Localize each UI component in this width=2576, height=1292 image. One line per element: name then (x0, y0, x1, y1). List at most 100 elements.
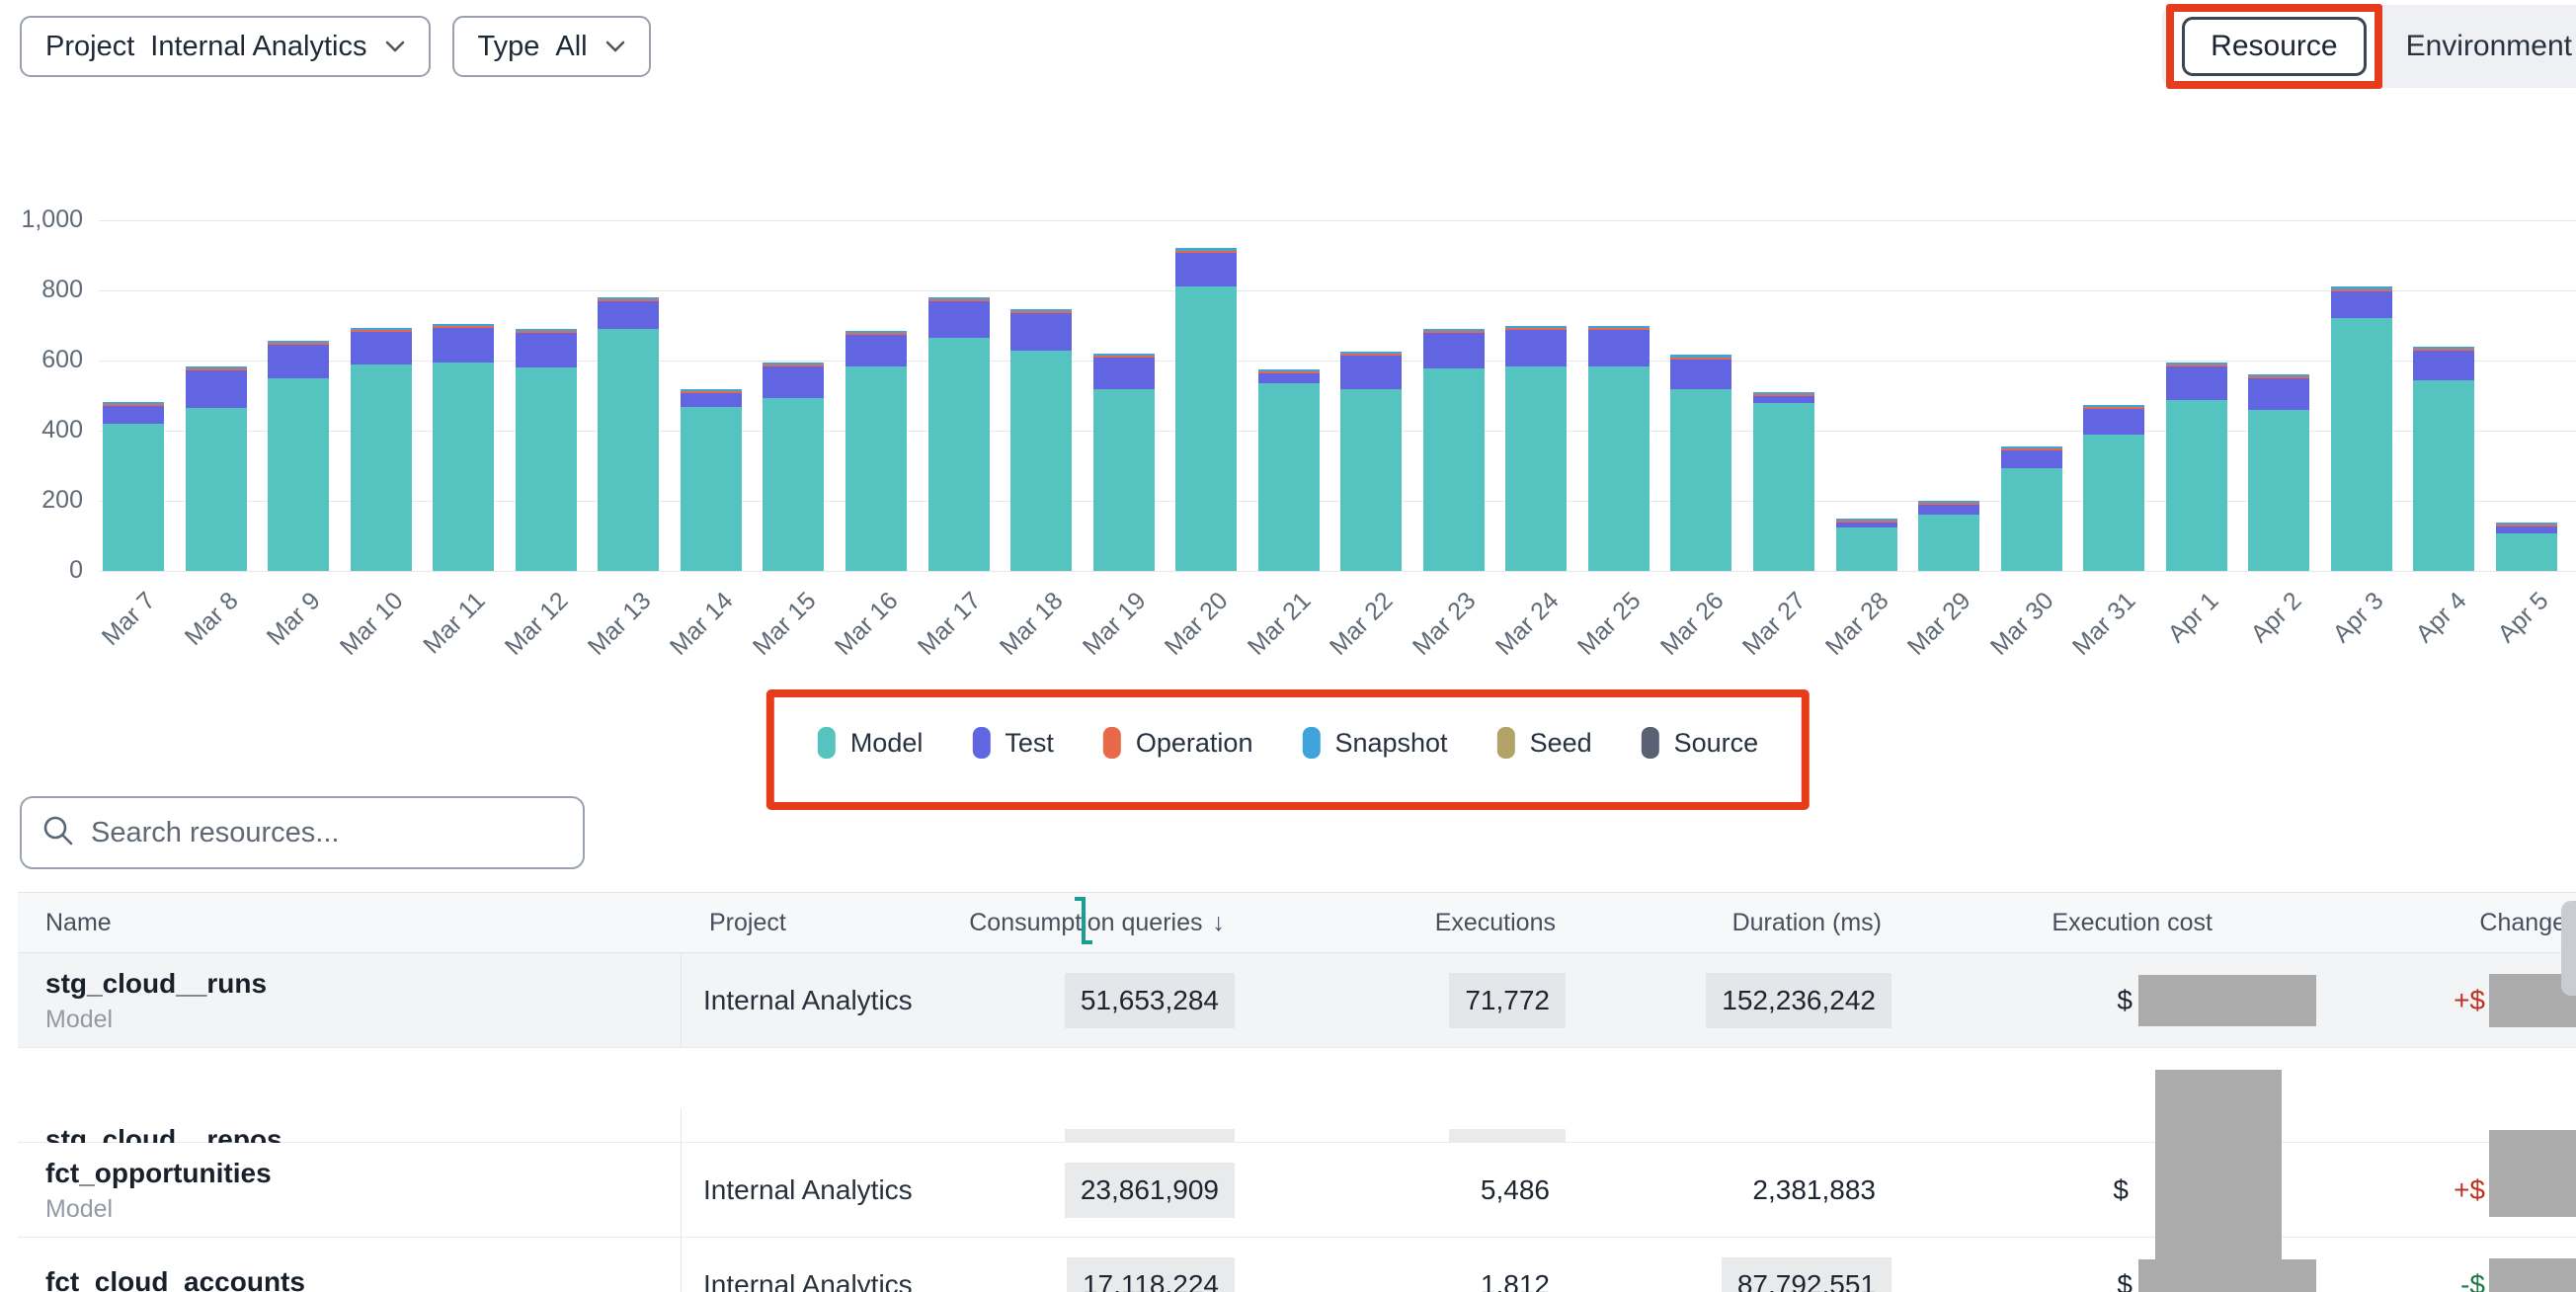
bar-segment-operation[interactable] (433, 325, 495, 328)
bar-segment-model[interactable] (2165, 399, 2227, 571)
column-header-executions[interactable]: Executions (1235, 909, 1566, 937)
table-row[interactable]: fct_opportunities Model Internal Analytics… (18, 1143, 2576, 1238)
bar-segment-model[interactable] (1835, 526, 1897, 571)
bar-segment-model[interactable] (433, 363, 495, 571)
bar-segment-operation[interactable] (1340, 354, 1403, 357)
bar-segment-test[interactable] (680, 392, 742, 407)
bar-segment-model[interactable] (845, 365, 907, 571)
bar-segment-operation[interactable] (1587, 327, 1650, 330)
bar-segment-snapshot[interactable] (515, 329, 577, 332)
bar-segment-operation[interactable] (1670, 357, 1732, 360)
bar-segment-model[interactable] (1753, 403, 1814, 571)
bar-segment-operation[interactable] (2413, 349, 2475, 352)
bar-segment-snapshot[interactable] (1092, 354, 1155, 357)
bar-segment-model[interactable] (680, 406, 742, 571)
bar-segment-snapshot[interactable] (433, 323, 495, 326)
bar-segment-model[interactable] (2495, 532, 2557, 571)
bar-segment-operation[interactable] (1835, 521, 1897, 523)
bar-segment-snapshot[interactable] (268, 340, 330, 344)
resource-name-cell[interactable]: stg_cloud__runs Model (18, 953, 682, 1048)
bar-segment-snapshot[interactable] (1918, 501, 1980, 504)
legend-item-source[interactable]: Source (1641, 727, 1758, 759)
table-row[interactable]: stg_cloud__runs Model Internal Analytics 51… (18, 953, 2576, 1048)
bar-segment-test[interactable] (1587, 329, 1650, 366)
bar-segment-model[interactable] (350, 364, 412, 571)
bar-segment-test[interactable] (2000, 449, 2062, 468)
column-header-execution-cost[interactable]: Execution cost (1892, 909, 2222, 937)
column-header-consumption-queries[interactable]: Consumption queries ↓ (938, 909, 1235, 937)
bar-segment-test[interactable] (433, 327, 495, 363)
bar-segment-operation[interactable] (1092, 356, 1155, 359)
bar-segment-test[interactable] (1835, 523, 1897, 527)
bar-segment-test[interactable] (2248, 378, 2310, 411)
bar-segment-snapshot[interactable] (2413, 347, 2475, 350)
table-row[interactable]: fct_cloud_accounts Internal Analytics 17,1… (18, 1238, 2576, 1292)
bar-segment-test[interactable] (2083, 408, 2145, 436)
bar-segment-snapshot[interactable] (2330, 286, 2392, 289)
bar-segment-snapshot[interactable] (2248, 374, 2310, 377)
tab-resource[interactable]: Resource (2182, 17, 2367, 76)
bar-segment-snapshot[interactable] (763, 363, 825, 365)
bar-segment-operation[interactable] (2248, 376, 2310, 379)
legend-item-snapshot[interactable]: Snapshot (1302, 727, 1448, 759)
bar-segment-test[interactable] (1175, 252, 1238, 286)
bar-segment-snapshot[interactable] (2495, 522, 2557, 525)
bar-segment-test[interactable] (1918, 505, 1980, 516)
bar-segment-snapshot[interactable] (1340, 351, 1403, 355)
bar-segment-model[interactable] (1587, 365, 1650, 571)
bar-segment-snapshot[interactable] (1670, 355, 1732, 358)
bar-segment-snapshot[interactable] (845, 330, 907, 333)
tab-environment[interactable]: Environment (2405, 30, 2572, 62)
bar-segment-operation[interactable] (103, 404, 164, 407)
bar-segment-model[interactable] (2330, 318, 2392, 571)
bar-segment-operation[interactable] (2083, 406, 2145, 409)
bar-segment-model[interactable] (1505, 365, 1568, 571)
bar-segment-snapshot[interactable] (1010, 309, 1073, 312)
bar-segment-test[interactable] (1010, 313, 1073, 352)
bar-segment-operation[interactable] (185, 368, 247, 371)
bar-segment-operation[interactable] (2000, 447, 2062, 450)
bar-segment-test[interactable] (2165, 366, 2227, 400)
bar-segment-model[interactable] (2413, 379, 2475, 571)
bar-segment-operation[interactable] (1010, 311, 1073, 314)
bar-segment-test[interactable] (2495, 525, 2557, 533)
bar-segment-model[interactable] (1422, 367, 1485, 571)
bar-segment-model[interactable] (515, 367, 577, 571)
search-resources-box[interactable] (20, 796, 585, 869)
column-header-change[interactable]: Change (2222, 909, 2576, 937)
bar-segment-model[interactable] (1010, 351, 1073, 571)
bar-segment-operation[interactable] (1505, 327, 1568, 330)
bar-segment-test[interactable] (927, 301, 990, 339)
bar-segment-test[interactable] (1422, 333, 1485, 368)
bar-segment-operation[interactable] (268, 343, 330, 346)
bar-segment-snapshot[interactable] (1835, 519, 1897, 521)
bar-segment-operation[interactable] (1753, 393, 1814, 396)
bar-segment-test[interactable] (2330, 290, 2392, 319)
bar-segment-model[interactable] (1092, 389, 1155, 571)
bar-segment-operation[interactable] (927, 299, 990, 302)
project-filter-button[interactable]: Project Internal Analytics (20, 16, 431, 77)
bar-segment-snapshot[interactable] (680, 388, 742, 391)
bar-segment-operation[interactable] (1918, 503, 1980, 506)
bar-segment-model[interactable] (2248, 410, 2310, 571)
bar-segment-test[interactable] (2413, 351, 2475, 380)
bar-segment-model[interactable] (598, 329, 660, 571)
resource-name-cell[interactable]: fct_cloud_accounts (18, 1238, 682, 1292)
bar-segment-model[interactable] (763, 397, 825, 571)
bar-segment-snapshot[interactable] (2000, 445, 2062, 448)
bar-segment-snapshot[interactable] (1753, 391, 1814, 394)
bar-segment-operation[interactable] (845, 332, 907, 335)
scrollbar-thumb[interactable] (2561, 901, 2576, 996)
legend-item-model[interactable]: Model (817, 727, 923, 759)
legend-item-operation[interactable]: Operation (1102, 727, 1252, 759)
bar-segment-snapshot[interactable] (1587, 325, 1650, 328)
bar-segment-model[interactable] (2000, 467, 2062, 571)
bar-segment-test[interactable] (1670, 359, 1732, 390)
legend-item-seed[interactable]: Seed (1496, 727, 1592, 759)
bar-segment-snapshot[interactable] (927, 297, 990, 300)
bar-segment-test[interactable] (1340, 356, 1403, 390)
bar-segment-snapshot[interactable] (103, 402, 164, 405)
bar-segment-operation[interactable] (1175, 250, 1238, 253)
column-header-name[interactable]: Name (18, 909, 682, 937)
bar-segment-model[interactable] (1918, 515, 1980, 571)
